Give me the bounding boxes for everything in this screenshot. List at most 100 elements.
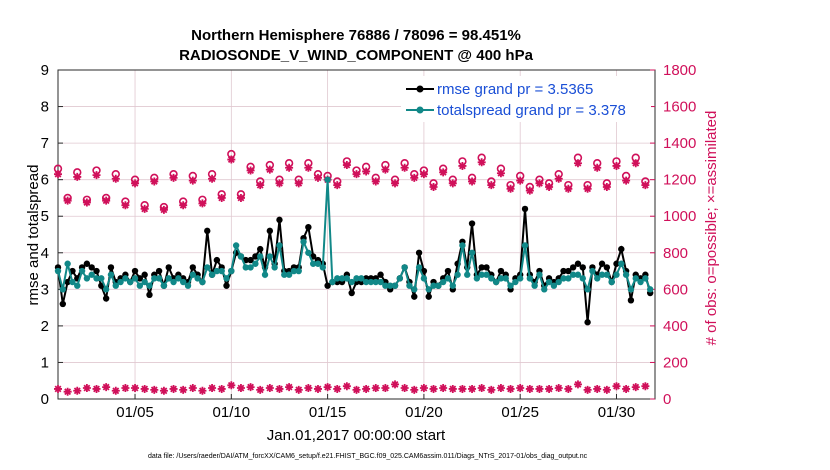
obs-assimilated-marker [208,174,217,183]
obs-assimilated-marker [304,163,313,172]
totalspread-point [459,242,466,249]
obs-assimilated-marker [82,198,91,207]
y-left-tick-label: 2 [41,318,49,335]
chart-title-line1: Northern Hemisphere 76886 / 78096 = 98.4… [191,27,521,44]
obs-assimilated-marker [564,184,573,193]
data-file-footer: data file: /Users/raeder/DAI/ATM_forcXX/… [148,453,588,460]
plot-frame [57,69,656,400]
totalspread-point [396,275,404,282]
x-tick-label: 01/05 [116,404,154,421]
obs-assimilated-marker [265,165,274,174]
totalspread-point [521,242,529,249]
obs-assimilated-marker [333,181,342,190]
rmse-point [305,223,312,231]
obs-assimilated-marker [381,165,390,174]
obs-count-marker [121,384,130,393]
y-right-tick-label: 1200 [663,172,696,189]
rmse-point [574,260,582,267]
y-right-tick-label: 600 [663,281,688,298]
obs-assimilated-marker [506,184,515,193]
totalspread-point [406,282,413,289]
totalspread-point [589,267,596,275]
totalspread-point [382,282,389,289]
obs-assimilated-marker [54,170,62,179]
totalspread-point [358,275,365,282]
obs-assimilated-marker [111,174,120,183]
obs-assimilated-marker [294,179,303,188]
rmse-point [189,264,197,271]
totalspread-point [579,275,586,282]
rmse-point [324,282,331,289]
totalspread-point [112,282,119,289]
legend-spread-label: totalspread grand pr = 3.378 [437,102,626,119]
obs-count-marker [217,384,226,393]
rmse-point [146,291,153,299]
obs-assimilated-marker [198,199,207,208]
totalspread-point [102,286,110,293]
totalspread-point [531,282,538,289]
obs-assimilated-marker [439,168,448,177]
totalspread-point [478,271,485,278]
totalspread-point [411,286,418,293]
obs-count-marker [131,384,140,393]
totalspread-point [98,275,105,282]
totalspread-point [155,275,163,282]
obs-count-marker [631,383,640,392]
rmse-point [627,297,635,304]
rmse-point [83,260,91,267]
totalspread-point [545,278,553,286]
totalspread-point [627,286,635,293]
obs-count-marker [602,385,611,394]
totalspread-point [314,260,322,267]
totalspread-point [141,278,148,286]
obs-count-marker [265,384,274,393]
obs-assimilated-marker [573,159,582,168]
rmse-point [444,267,452,275]
totalspread-point [377,278,384,286]
totalspread-point [483,271,490,278]
obs-assimilated-marker [217,193,226,202]
rmse-point [377,271,384,278]
obs-count-marker [410,385,419,394]
totalspread-point [127,278,134,286]
y-right-tick-label: 800 [663,245,688,262]
obs-count-marker [150,385,159,394]
totalspread-point [488,275,495,282]
obs-count-marker [54,384,62,393]
totalspread-point [324,176,331,183]
totalspread-point [290,267,298,275]
obs-count-marker [554,384,563,393]
obs-count-marker [342,382,351,391]
totalspread-point [88,271,95,278]
obs-assimilated-marker [150,177,159,186]
totalspread-point [343,275,351,282]
rmse-point [107,264,115,271]
totalspread-point [146,282,153,289]
totalspread-point [334,275,341,282]
totalspread-point [632,275,639,282]
legend: rmse grand pr = 3.5365 totalspread grand… [401,76,651,122]
totalspread-point [622,271,630,278]
obs-assimilated-marker [525,186,534,195]
totalspread-point [281,271,288,278]
totalspread-point [526,275,534,282]
obs-count-marker [179,385,188,394]
totalspread-point [204,264,211,271]
totalspread-point [492,278,500,286]
totalspread-point [565,275,572,282]
x-tick-label: 01/30 [598,404,636,421]
obs-count-marker [496,384,505,393]
rmse-point [64,278,71,286]
obs-count-marker [198,386,207,395]
obs-count-marker [82,384,91,393]
obs-count-marker [352,385,361,394]
y-left-tick-label: 3 [41,281,49,298]
y-left-tick-label: 9 [41,62,49,79]
obs-assimilated-marker [612,161,621,170]
y-left-tick-label: 6 [41,172,49,189]
totalspread-point [74,282,81,289]
totalspread-point [613,271,620,278]
x-tick-label: 01/15 [309,404,347,421]
totalspread-point [160,282,168,289]
